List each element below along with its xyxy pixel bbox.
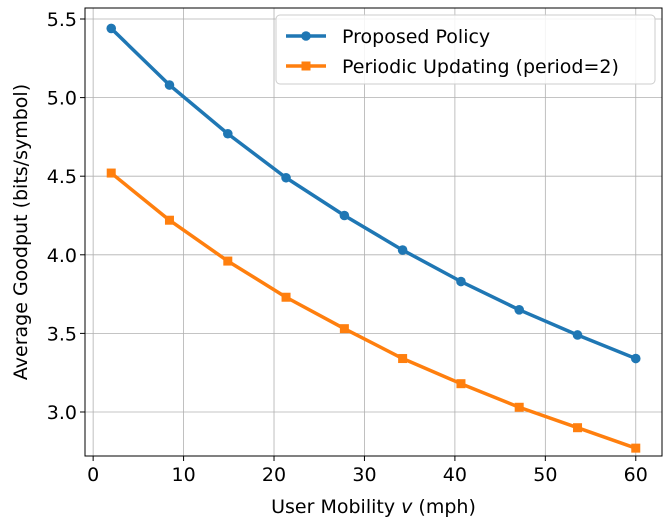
axis-ticks: 0 10 20 30 40 50 60 3.0 3.5 4.0 4.5 5.0 5.5	[47, 9, 648, 486]
y-axis-label: Average Goodput (bits/symbol)	[10, 84, 32, 380]
y-tick-label: 5.0	[47, 88, 77, 110]
legend-swatch-marker	[301, 31, 311, 41]
data-point-marker	[456, 276, 466, 287]
data-point-marker	[106, 168, 116, 178]
legend-swatch-marker	[301, 61, 311, 71]
series-2	[106, 168, 641, 453]
legend-label: Proposed Policy	[342, 26, 490, 48]
y-tick-label: 4.0	[47, 245, 77, 267]
x-tick-label: 60	[624, 464, 648, 486]
data-point-marker	[281, 292, 291, 302]
data-point-marker	[514, 402, 524, 412]
x-tick-label: 40	[443, 464, 467, 486]
data-point-marker	[456, 379, 466, 389]
plot-series	[106, 23, 641, 453]
data-point-marker	[164, 215, 174, 225]
x-axis-label-variable: v	[401, 496, 413, 518]
data-point-marker	[397, 245, 408, 255]
data-point-marker	[514, 305, 524, 315]
x-tick-label: 50	[533, 464, 557, 486]
series-1	[106, 23, 641, 364]
y-tick-label: 4.5	[47, 166, 77, 188]
data-point-marker	[164, 80, 175, 90]
data-point-marker	[398, 354, 408, 364]
y-tick-label: 3.0	[47, 402, 77, 424]
data-point-marker	[281, 172, 291, 183]
data-point-marker	[572, 330, 583, 340]
data-point-marker	[339, 210, 350, 221]
data-point-marker	[573, 423, 583, 433]
data-point-marker	[223, 128, 233, 139]
x-tick-label: 30	[352, 464, 376, 486]
data-point-marker	[631, 443, 641, 453]
data-point-marker	[223, 256, 233, 266]
legend-box	[275, 14, 656, 85]
series-line	[108, 170, 639, 451]
x-tick-label: 0	[87, 464, 99, 486]
legend-label: Periodic Updating (period=2)	[342, 56, 619, 78]
y-tick-label: 5.5	[47, 9, 77, 31]
x-axis-label: User Mobility v (mph)	[271, 496, 476, 518]
data-point-marker	[339, 324, 349, 334]
x-axis-label-suffix: (mph)	[412, 496, 475, 518]
x-axis-label-prefix: User Mobility	[271, 496, 401, 518]
y-tick-label: 3.5	[47, 323, 77, 345]
x-tick-label: 20	[262, 464, 286, 486]
series-line	[108, 25, 639, 361]
plot-frame	[84, 7, 663, 457]
data-point-marker	[106, 23, 117, 34]
data-point-marker	[630, 353, 641, 364]
legend: Proposed Policy Periodic Updating (period…	[275, 14, 656, 85]
x-tick-label: 10	[171, 464, 195, 486]
